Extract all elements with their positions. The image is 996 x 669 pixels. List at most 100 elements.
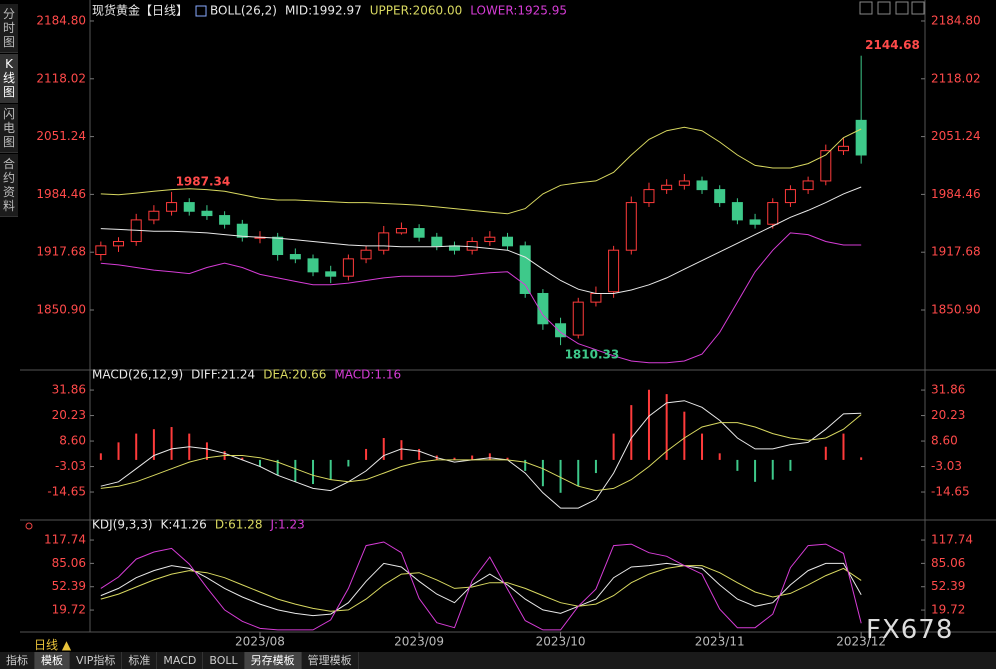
candle-body bbox=[378, 232, 390, 251]
line bbox=[100, 232, 862, 364]
candle-body bbox=[731, 202, 743, 221]
candle-body bbox=[678, 180, 690, 186]
y-tick-label: 31.86 bbox=[52, 383, 86, 397]
toolbar-item[interactable]: BOLL bbox=[203, 652, 245, 669]
x-tick-label: 2023/09 bbox=[394, 635, 444, 649]
y-tick-label: 2118.02 bbox=[931, 71, 981, 85]
y-tick-label: 8.60 bbox=[931, 434, 958, 448]
line bbox=[100, 400, 862, 509]
y-tick-label: 1984.46 bbox=[36, 187, 86, 201]
line bbox=[100, 562, 862, 617]
toolbar-item[interactable]: 标准 bbox=[122, 652, 158, 669]
side-tab[interactable]: 闪电图 bbox=[0, 104, 18, 153]
toolbar: 指标 模板 VIP指标 标准 MACD BOLL 另存模板 管理模板 bbox=[0, 652, 996, 669]
y-tick-label: -14.65 bbox=[931, 485, 970, 499]
candle-body bbox=[166, 202, 178, 212]
icon[interactable] bbox=[859, 1, 873, 15]
y-tick-label: 1917.68 bbox=[36, 245, 86, 259]
y-tick-label: 19.72 bbox=[52, 603, 86, 617]
y-tick-label: -14.65 bbox=[47, 485, 86, 499]
candle-body bbox=[272, 236, 284, 256]
candle-body bbox=[696, 180, 708, 191]
toolbar-item[interactable]: 另存模板 bbox=[244, 652, 302, 669]
candle-body bbox=[572, 301, 584, 336]
candle-body bbox=[360, 249, 372, 260]
candle-body bbox=[714, 189, 726, 204]
candle-body bbox=[855, 119, 867, 156]
candle-body bbox=[484, 236, 496, 243]
y-tick-label: 1984.46 bbox=[931, 187, 981, 201]
x-tick-label: 2023/11 bbox=[695, 635, 745, 649]
candle-body bbox=[749, 219, 761, 225]
y-tick-label: 2184.80 bbox=[36, 13, 86, 27]
legend-text: D:61.28 bbox=[215, 518, 263, 532]
candle-body bbox=[113, 241, 125, 247]
x-tick-label: 2023/10 bbox=[536, 635, 586, 649]
period[interactable]: 日线 ▲ bbox=[34, 638, 72, 652]
candle-body bbox=[820, 150, 832, 182]
legend-text: MACD(26,12,9) bbox=[92, 368, 183, 382]
y-tick-label: 85.06 bbox=[931, 556, 965, 570]
y-tick-label: -3.03 bbox=[55, 459, 86, 473]
legend-text: MACD:1.16 bbox=[334, 368, 401, 382]
y-tick-label: 19.72 bbox=[931, 603, 965, 617]
side-tab[interactable]: 分时图 bbox=[0, 4, 18, 53]
y-tick-label: 2118.02 bbox=[36, 71, 86, 85]
toolbar-item[interactable]: 指标 bbox=[0, 652, 35, 669]
y-tick-label: 85.06 bbox=[52, 556, 86, 570]
candle-body bbox=[325, 271, 337, 277]
y-tick-label: 1850.90 bbox=[36, 303, 86, 317]
y-tick-label: 20.23 bbox=[931, 408, 965, 422]
candle-body bbox=[95, 245, 107, 256]
y-tick-label: 2051.24 bbox=[36, 129, 86, 143]
candle-body bbox=[608, 249, 620, 293]
candle-body bbox=[219, 215, 231, 225]
legend-text: DIFF:21.24 bbox=[191, 368, 255, 382]
legend-text: KDJ(9,3,3) bbox=[92, 518, 153, 532]
price-annotation: 1987.34 bbox=[176, 174, 231, 188]
side-tab[interactable]: K线图 bbox=[0, 54, 18, 103]
legend-text: 现货黄金【日线】 bbox=[92, 3, 188, 18]
line bbox=[100, 565, 862, 612]
legend-text: LOWER:1925.95 bbox=[470, 4, 567, 18]
y-tick-label: 52.39 bbox=[931, 579, 965, 593]
price-annotation: 2144.68 bbox=[865, 38, 920, 52]
candle-body bbox=[555, 323, 567, 338]
candle-body bbox=[466, 241, 478, 251]
y-tick-label: 52.39 bbox=[52, 579, 86, 593]
legend-text: MID:1992.97 bbox=[285, 4, 362, 18]
icon[interactable] bbox=[911, 1, 925, 15]
candle-body bbox=[590, 292, 602, 303]
candle-body bbox=[537, 292, 549, 325]
y-tick-label: 1850.90 bbox=[931, 303, 981, 317]
toolbar-item[interactable]: 模板 bbox=[35, 652, 70, 669]
line bbox=[100, 126, 862, 215]
y-tick-label: 117.74 bbox=[44, 533, 86, 547]
y-tick-label: 20.23 bbox=[52, 408, 86, 422]
candle-body bbox=[413, 228, 425, 238]
y-tick-label: -3.03 bbox=[931, 459, 962, 473]
candle-body bbox=[236, 223, 248, 238]
y-tick-label: 2051.24 bbox=[931, 129, 981, 143]
icon[interactable] bbox=[895, 1, 909, 15]
candle-body bbox=[661, 184, 673, 191]
toolbar-item[interactable]: VIP指标 bbox=[70, 652, 123, 669]
legend-text: K:41.26 bbox=[161, 518, 207, 532]
side-tab[interactable]: 合约资料 bbox=[0, 154, 18, 217]
candle-body bbox=[342, 258, 354, 277]
legend-text: DEA:20.66 bbox=[263, 368, 326, 382]
y-tick-label: 117.74 bbox=[931, 533, 973, 547]
price-annotation: 1810.33 bbox=[565, 348, 620, 362]
candle-body bbox=[625, 202, 637, 251]
legend-text: UPPER:2060.00 bbox=[370, 4, 462, 18]
candle-body bbox=[837, 145, 849, 152]
candle-body bbox=[519, 245, 531, 294]
icon[interactable] bbox=[877, 1, 891, 15]
toolbar-item[interactable]: MACD bbox=[157, 652, 204, 669]
y-tick-label: 1917.68 bbox=[931, 245, 981, 259]
candle-body bbox=[289, 254, 301, 260]
legend-text: BOLL(26,2) bbox=[210, 4, 277, 18]
toolbar-item[interactable]: 管理模板 bbox=[302, 652, 359, 669]
y-tick-label: 2184.80 bbox=[931, 13, 981, 27]
